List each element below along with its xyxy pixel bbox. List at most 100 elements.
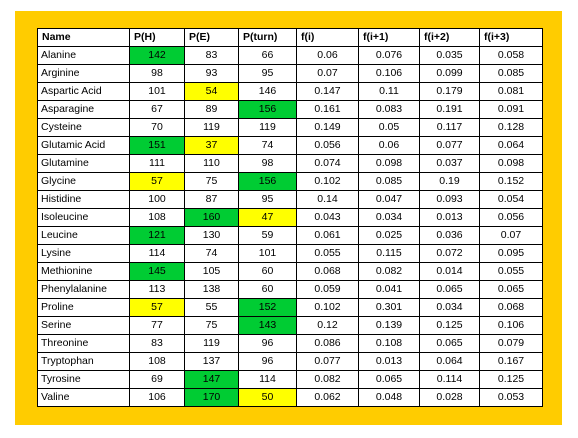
value-cell: 0.064 — [479, 136, 543, 155]
header-name: Name — [37, 28, 130, 47]
table-row: Lysine 114 74 101 0.055 0.115 0.072 0.095 — [37, 244, 543, 263]
table-body: Alanine 142 83 66 0.06 0.076 0.035 0.058 Arginin… — [37, 46, 543, 407]
table-row: Valine 106 170 50 0.062 0.048 0.028 0.053 — [37, 388, 543, 407]
amino-acid-name-cell: Tryptophan — [37, 352, 130, 371]
value-cell: 0.037 — [419, 154, 480, 173]
value-cell: 59 — [238, 226, 297, 245]
value-cell: 0.128 — [479, 118, 543, 137]
table-row: Histidine 100 87 95 0.14 0.047 0.093 0.054 — [37, 190, 543, 209]
value-cell: 0.068 — [296, 262, 359, 281]
table-row: Proline 57 55 152 0.102 0.301 0.034 0.068 — [37, 298, 543, 317]
value-cell: 0.14 — [296, 190, 359, 209]
amino-acid-name-cell: Glutamic Acid — [37, 136, 130, 155]
value-cell: 0.014 — [419, 262, 480, 281]
value-cell: 0.114 — [419, 370, 480, 389]
value-cell: 0.12 — [296, 316, 359, 335]
amino-acid-name-cell: Tyrosine — [37, 370, 130, 389]
table-row: Asparagine 67 89 156 0.161 0.083 0.191 0.091 — [37, 100, 543, 119]
value-cell: 87 — [184, 190, 239, 209]
value-cell: 0.047 — [358, 190, 420, 209]
value-cell: 98 — [129, 64, 185, 83]
header-p-e: P(E) — [184, 28, 239, 47]
value-cell: 69 — [129, 370, 185, 389]
value-cell: 119 — [184, 118, 239, 137]
table-row: Threonine 83 119 96 0.086 0.108 0.065 0.079 — [37, 334, 543, 353]
value-cell: 0.034 — [358, 208, 420, 227]
value-cell: 54 — [184, 82, 239, 101]
value-cell: 101 — [129, 82, 185, 101]
amino-acid-name-cell: Serine — [37, 316, 130, 335]
value-cell: 170 — [184, 388, 239, 407]
value-cell: 151 — [129, 136, 185, 155]
amino-acid-name-cell: Proline — [37, 298, 130, 317]
amino-acid-name-cell: Alanine — [37, 46, 130, 65]
value-cell: 111 — [129, 154, 185, 173]
value-cell: 0.056 — [479, 208, 543, 227]
value-cell: 108 — [129, 208, 185, 227]
value-cell: 83 — [129, 334, 185, 353]
value-cell: 0.099 — [419, 64, 480, 83]
value-cell: 0.102 — [296, 298, 359, 317]
value-cell: 0.072 — [419, 244, 480, 263]
amino-acid-name-cell: Glycine — [37, 172, 130, 191]
value-cell: 0.079 — [479, 334, 543, 353]
value-cell: 66 — [238, 46, 297, 65]
value-cell: 0.108 — [358, 334, 420, 353]
value-cell: 0.095 — [479, 244, 543, 263]
header-f-i-plus-2: f(i+2) — [419, 28, 480, 47]
value-cell: 96 — [238, 334, 297, 353]
amino-acid-name-cell: Threonine — [37, 334, 130, 353]
value-cell: 152 — [238, 298, 297, 317]
value-cell: 0.152 — [479, 172, 543, 191]
amino-acid-name-cell: Lysine — [37, 244, 130, 263]
value-cell: 113 — [129, 280, 185, 299]
table-row: Alanine 142 83 66 0.06 0.076 0.035 0.058 — [37, 46, 543, 65]
value-cell: 47 — [238, 208, 297, 227]
amino-acid-name-cell: Valine — [37, 388, 130, 407]
value-cell: 0.055 — [479, 262, 543, 281]
table-row: Arginine 98 93 95 0.07 0.106 0.099 0.085 — [37, 64, 543, 83]
value-cell: 0.19 — [419, 172, 480, 191]
value-cell: 0.191 — [419, 100, 480, 119]
value-cell: 0.058 — [479, 46, 543, 65]
table-row: Isoleucine 108 160 47 0.043 0.034 0.013 0.056 — [37, 208, 543, 227]
value-cell: 0.098 — [479, 154, 543, 173]
value-cell: 0.056 — [296, 136, 359, 155]
value-cell: 0.05 — [358, 118, 420, 137]
value-cell: 0.041 — [358, 280, 420, 299]
value-cell: 0.06 — [296, 46, 359, 65]
header-f-i: f(i) — [296, 28, 359, 47]
amino-acid-name-cell: Aspartic Acid — [37, 82, 130, 101]
value-cell: 0.065 — [479, 280, 543, 299]
header-p-turn: P(turn) — [238, 28, 297, 47]
value-cell: 0.301 — [358, 298, 420, 317]
value-cell: 57 — [129, 298, 185, 317]
value-cell: 137 — [184, 352, 239, 371]
value-cell: 0.086 — [296, 334, 359, 353]
value-cell: 147 — [184, 370, 239, 389]
amino-acid-name-cell: Glutamine — [37, 154, 130, 173]
header-f-i-plus-1: f(i+1) — [358, 28, 420, 47]
value-cell: 0.149 — [296, 118, 359, 137]
value-cell: 0.139 — [358, 316, 420, 335]
value-cell: 0.013 — [358, 352, 420, 371]
value-cell: 0.082 — [358, 262, 420, 281]
table-row: Leucine 121 130 59 0.061 0.025 0.036 0.07 — [37, 226, 543, 245]
value-cell: 55 — [184, 298, 239, 317]
table-row: Cysteine 70 119 119 0.149 0.05 0.117 0.128 — [37, 118, 543, 137]
value-cell: 0.077 — [296, 352, 359, 371]
value-cell: 0.065 — [419, 334, 480, 353]
value-cell: 0.167 — [479, 352, 543, 371]
table-row: Glutamic Acid 151 37 74 0.056 0.06 0.077 0.064 — [37, 136, 543, 155]
table-row: Phenylalanine 113 138 60 0.059 0.041 0.065 0.06… — [37, 280, 543, 299]
value-cell: 0.065 — [358, 370, 420, 389]
value-cell: 0.117 — [419, 118, 480, 137]
value-cell: 95 — [238, 190, 297, 209]
value-cell: 77 — [129, 316, 185, 335]
value-cell: 0.091 — [479, 100, 543, 119]
value-cell: 156 — [238, 172, 297, 191]
value-cell: 0.161 — [296, 100, 359, 119]
amino-acid-name-cell: Cysteine — [37, 118, 130, 137]
value-cell: 57 — [129, 172, 185, 191]
table-row: Tyrosine 69 147 114 0.082 0.065 0.114 0.125 — [37, 370, 543, 389]
